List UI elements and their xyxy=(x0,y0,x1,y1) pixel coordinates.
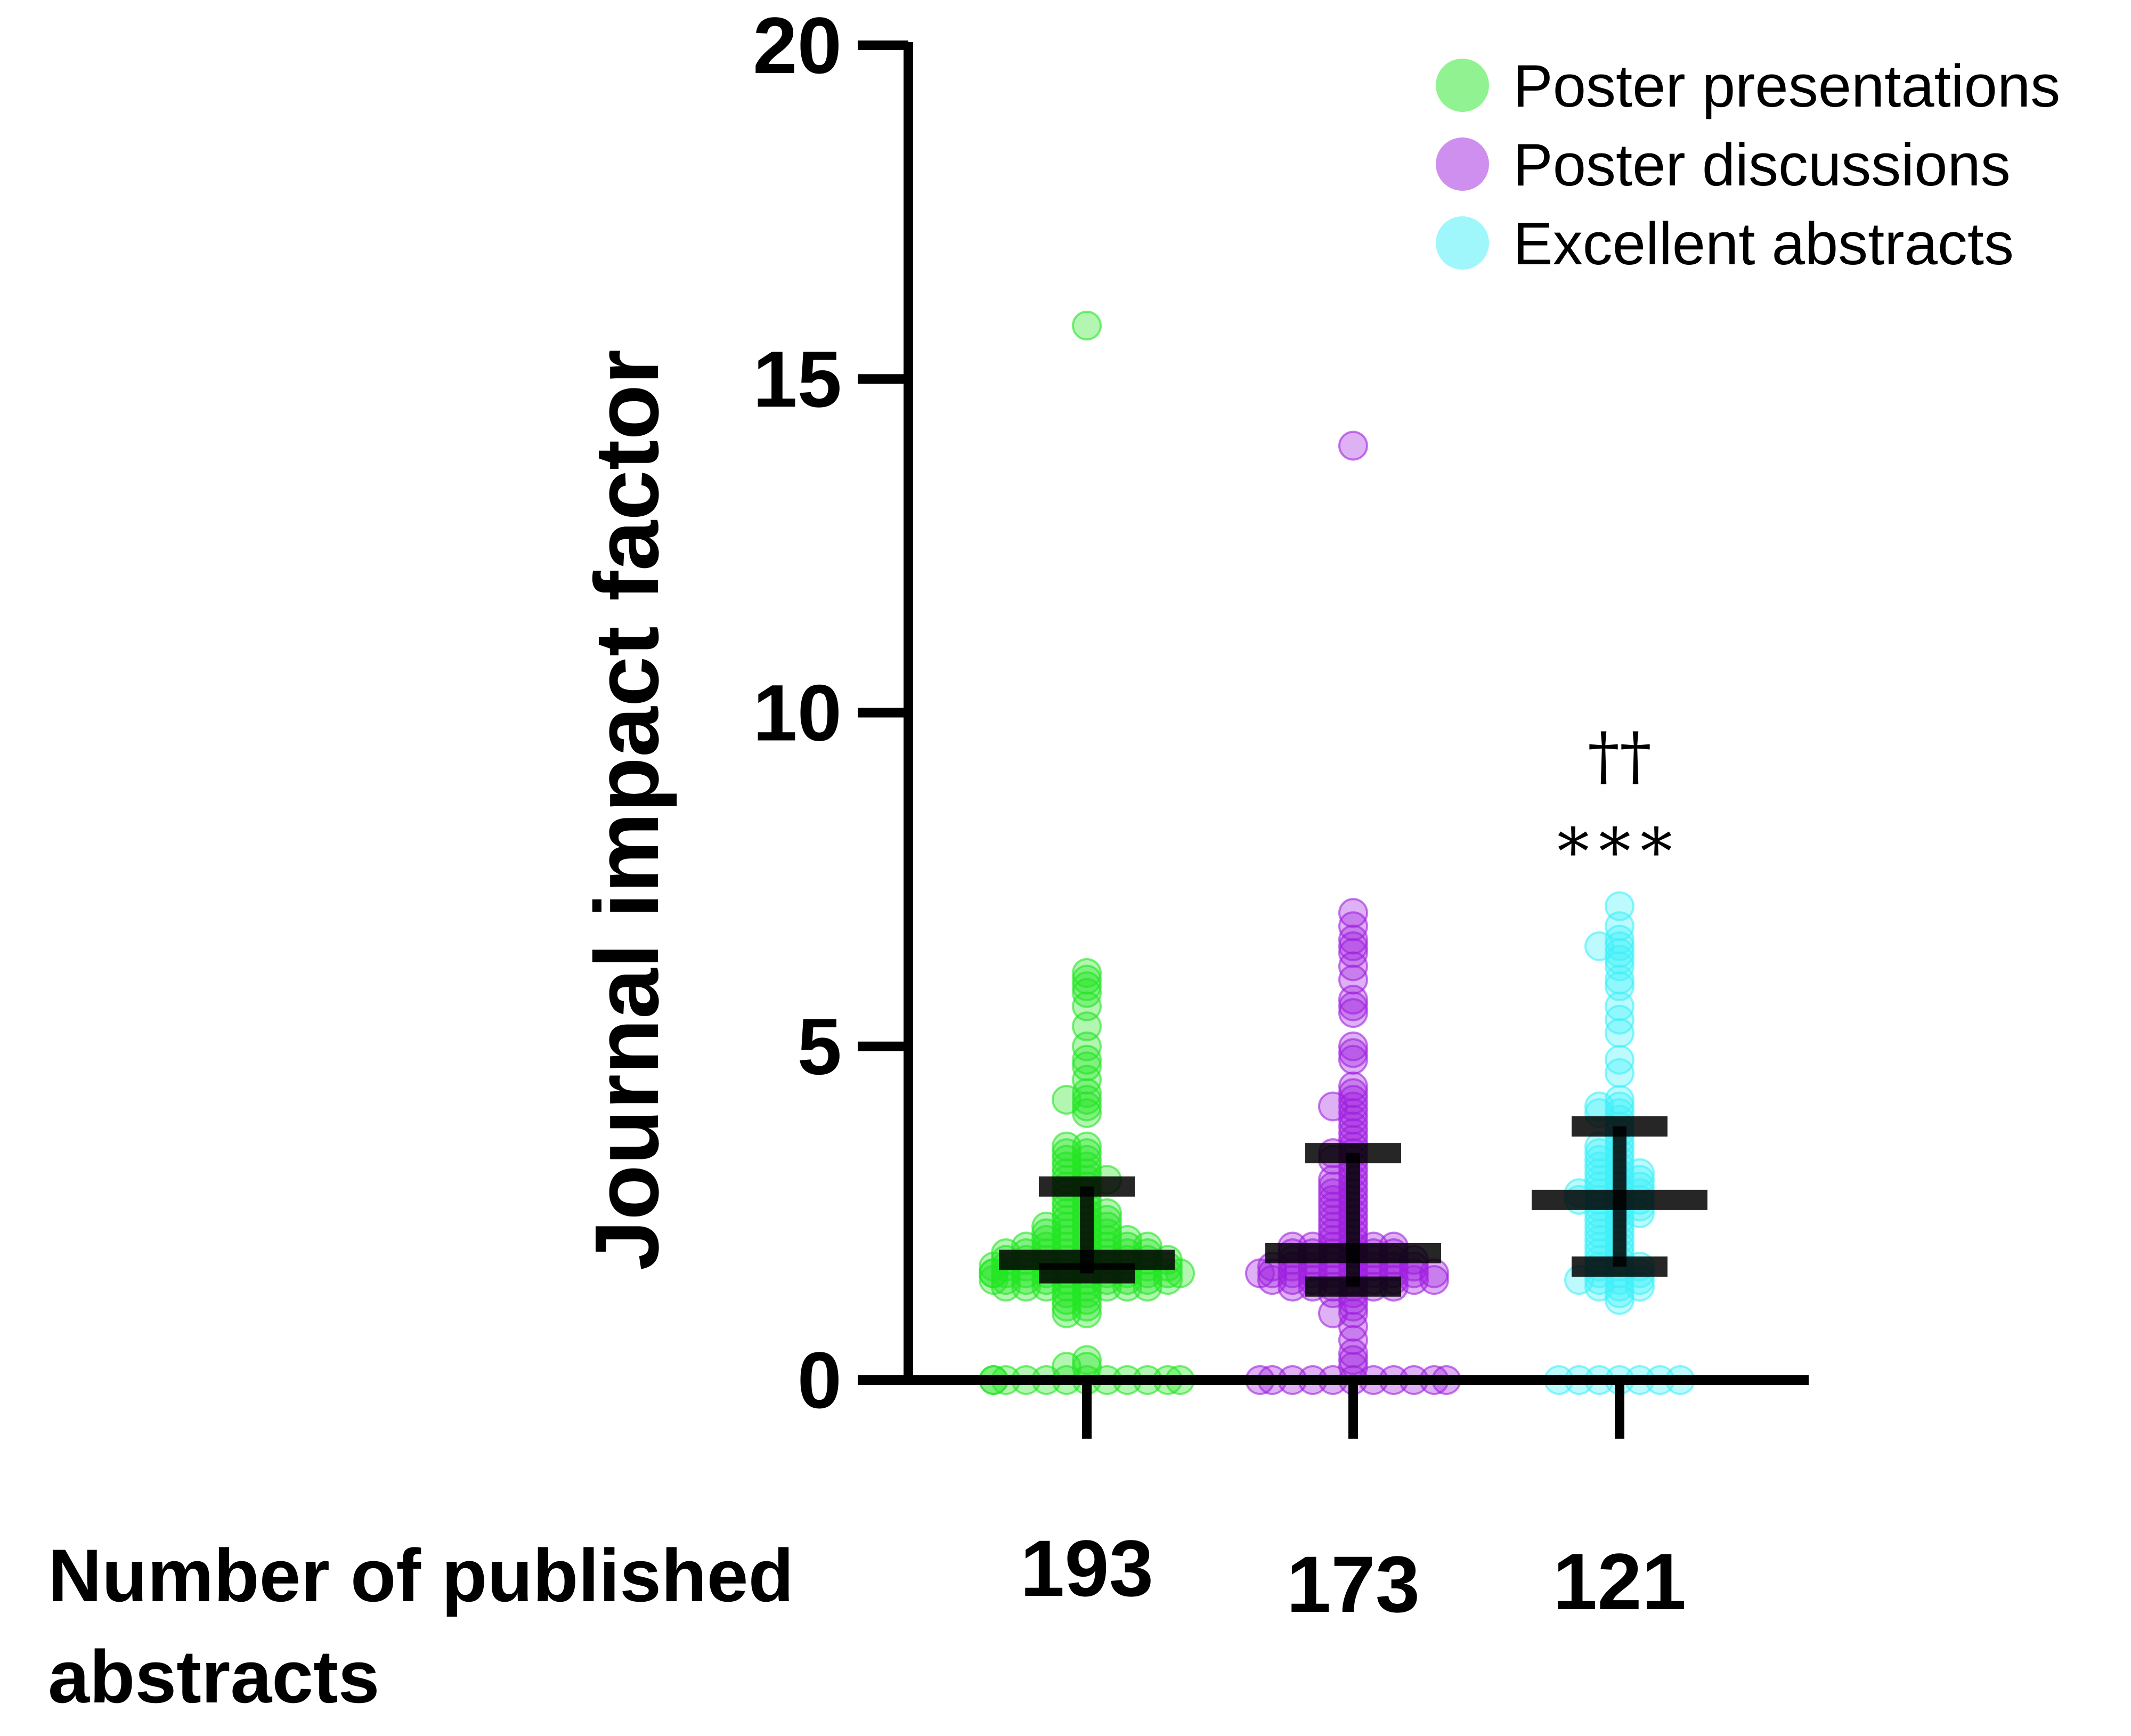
y-axis-title: Journal impact factor xyxy=(576,350,678,1271)
legend-marker xyxy=(1436,137,1489,191)
group-count-label: 121 xyxy=(1553,1537,1686,1626)
y-tick-label: 10 xyxy=(753,668,842,758)
data-point xyxy=(1605,1084,1634,1115)
y-tick-label: 5 xyxy=(798,1002,842,1091)
data-point xyxy=(1072,958,1102,988)
data-point xyxy=(1605,1044,1634,1075)
legend-marker xyxy=(1436,59,1489,112)
data-point xyxy=(1072,311,1102,341)
significance-dagger: †† xyxy=(1588,719,1652,793)
summary-stats-layer xyxy=(999,1116,1707,1297)
axis-layer: 0 5 10 15 20 xyxy=(753,1,1809,1439)
data-point xyxy=(1338,1031,1368,1061)
data-point xyxy=(1338,1078,1368,1108)
legend-label: Poster discussions xyxy=(1513,132,2011,198)
labels-layer: 193 173 121 †† *** xyxy=(1020,719,1686,1629)
group-count-label: 173 xyxy=(1287,1539,1420,1629)
footer-label-line1: Number of published xyxy=(48,1534,794,1617)
y-tick-label: 15 xyxy=(753,334,842,424)
data-point xyxy=(1338,431,1368,461)
legend-label: Poster presentations xyxy=(1513,53,2060,119)
data-point xyxy=(1052,1131,1081,1162)
legend-marker xyxy=(1436,216,1489,270)
legend-label: Excellent abstracts xyxy=(1513,210,2014,277)
data-point xyxy=(1338,1038,1368,1068)
data-point xyxy=(1072,1131,1102,1162)
y-tick-label: 20 xyxy=(753,1,842,90)
significance-stars: *** xyxy=(1557,815,1682,889)
data-point xyxy=(1605,891,1634,921)
data-point xyxy=(1072,964,1102,995)
data-point xyxy=(1072,1345,1102,1375)
group-count-label: 193 xyxy=(1020,1523,1153,1613)
footer-label-line2: abstracts xyxy=(48,1635,380,1718)
data-point xyxy=(1338,1071,1368,1101)
y-tick-label: 0 xyxy=(798,1335,842,1425)
data-point xyxy=(1338,898,1368,928)
legend: Poster presentations Poster discussions Ex… xyxy=(1436,53,2060,277)
